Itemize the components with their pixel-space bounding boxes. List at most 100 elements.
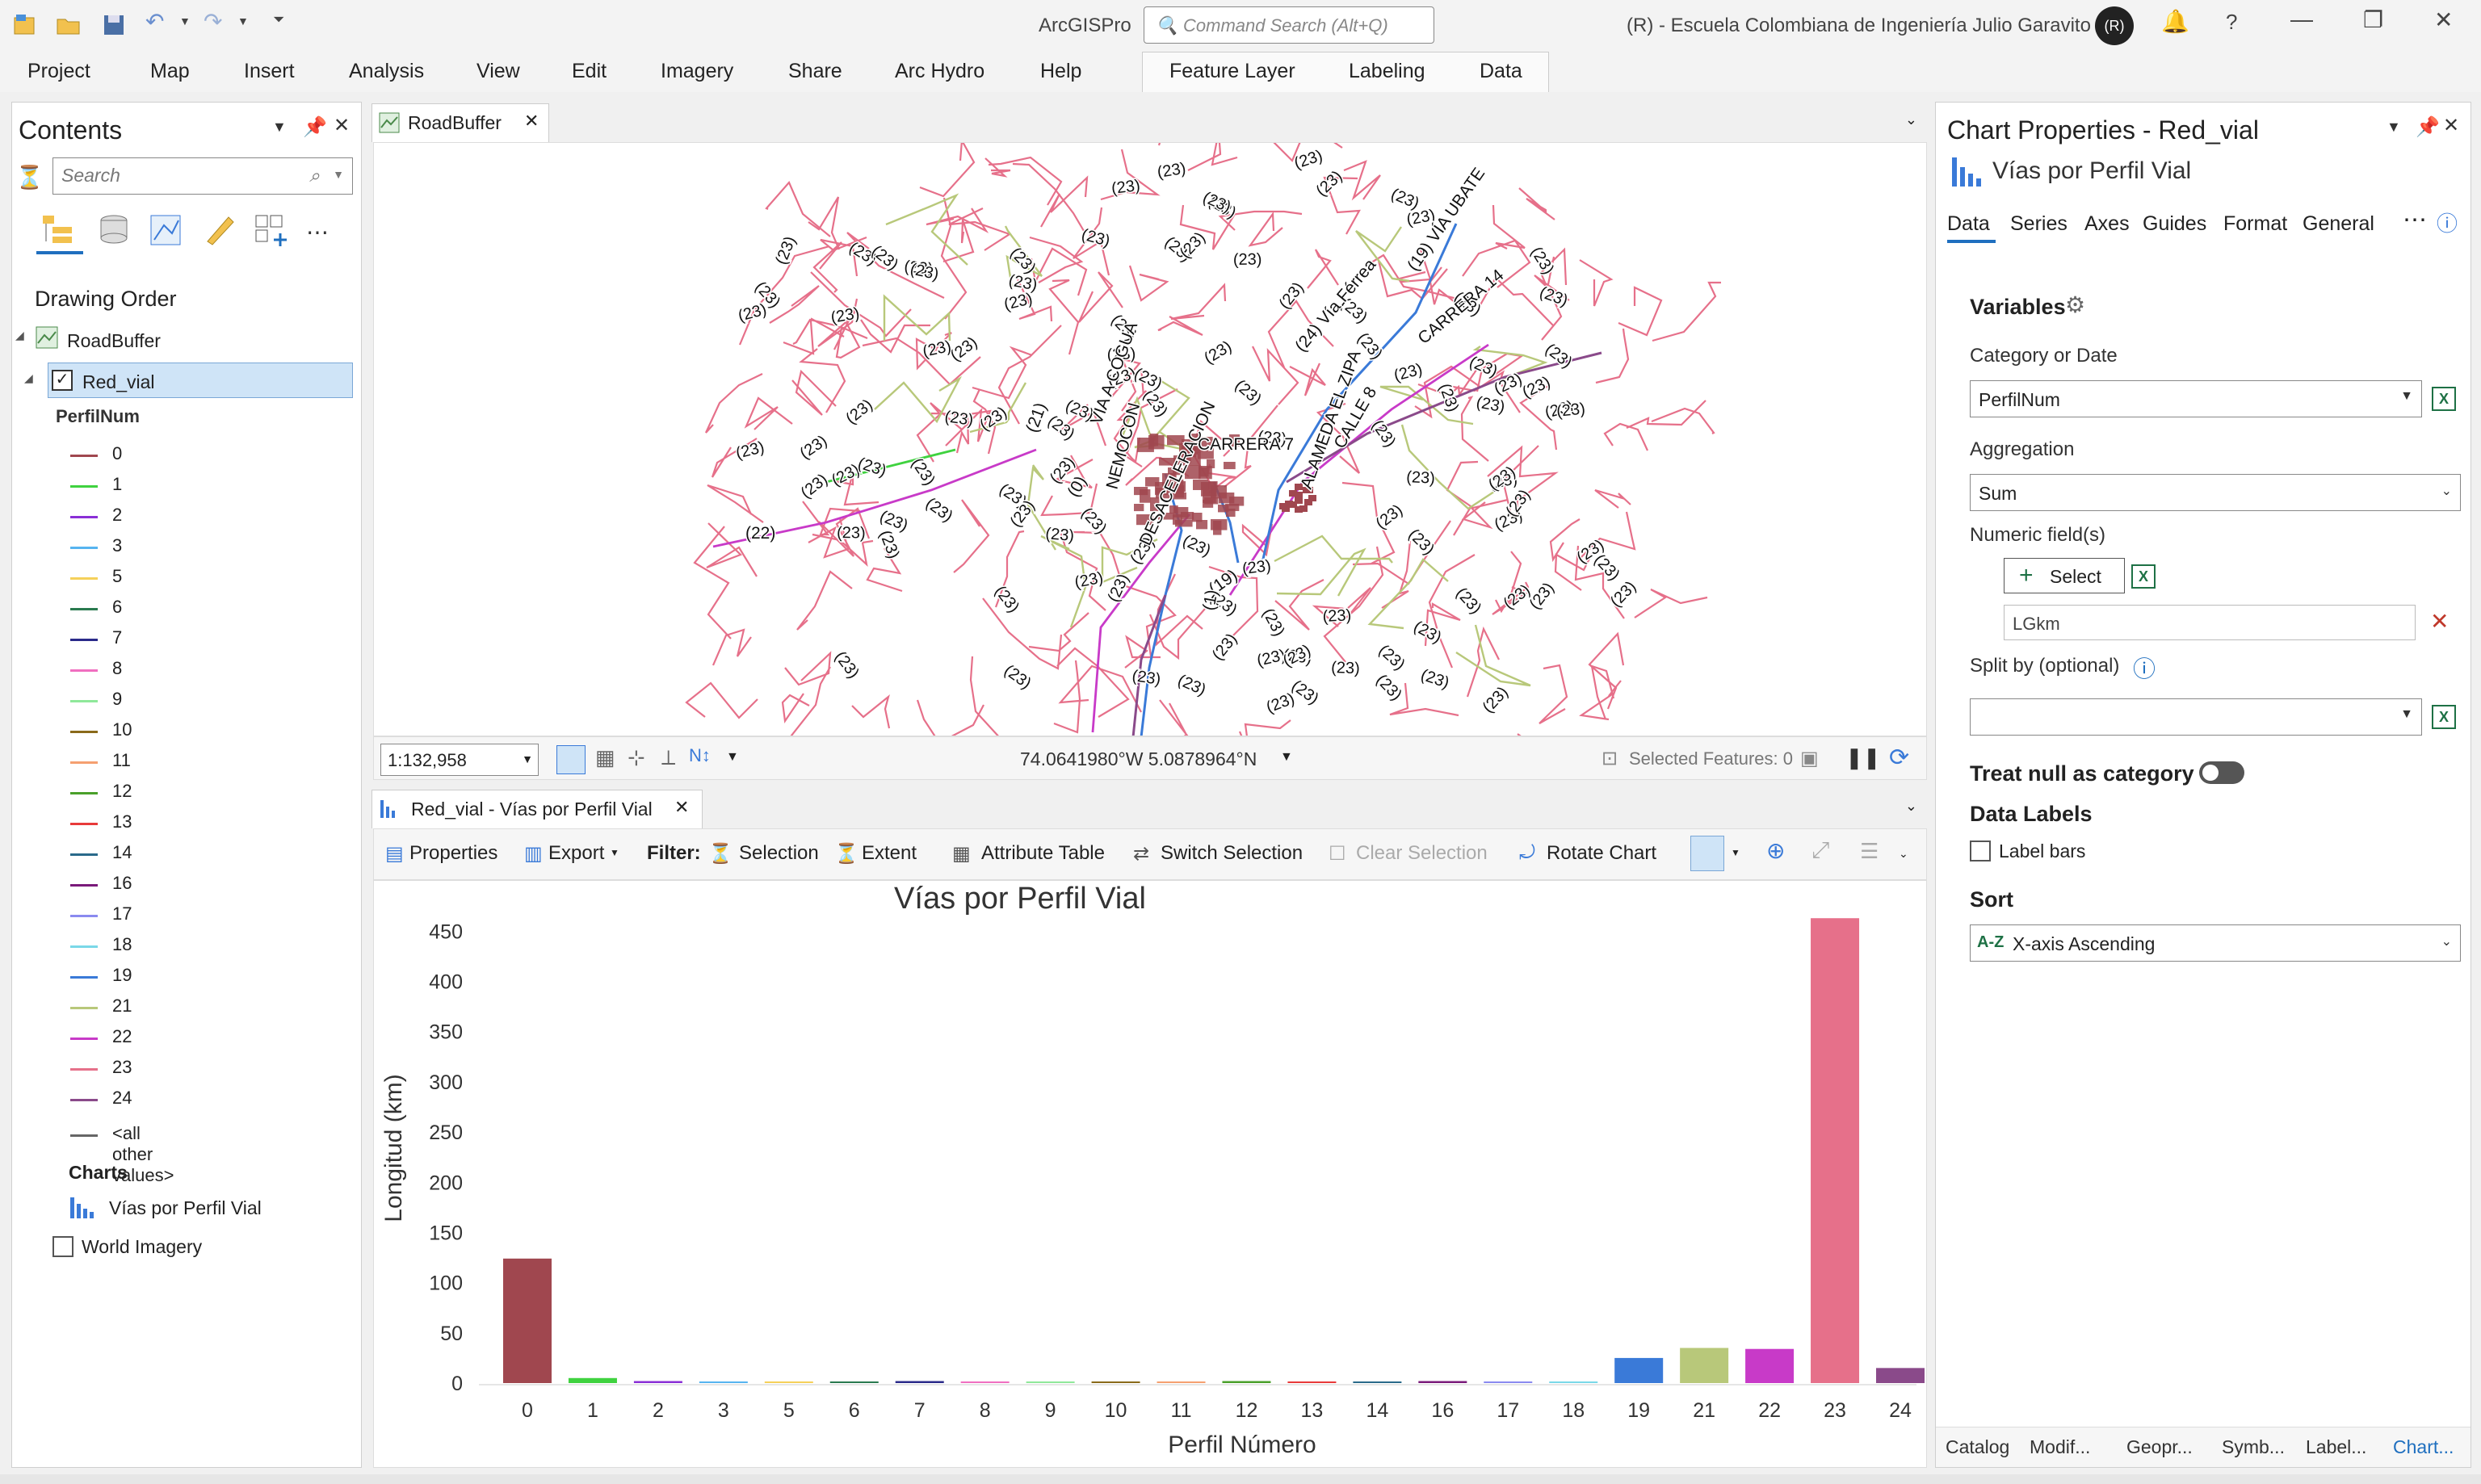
bar-11[interactable]: [1157, 1381, 1206, 1383]
tab-feature-layer[interactable]: Feature Layer: [1169, 60, 1295, 82]
list-by-drawing-order-icon[interactable]: [40, 212, 78, 248]
export-button[interactable]: Export: [548, 842, 605, 864]
category-select[interactable]: PerfilNum ▼: [1970, 380, 2422, 417]
bar-21[interactable]: [1680, 1348, 1729, 1383]
customize-qat-icon[interactable]: ⏷: [273, 11, 285, 27]
bar-8[interactable]: [960, 1381, 1010, 1383]
bar-14[interactable]: [1353, 1381, 1402, 1383]
excel-field-icon[interactable]: X: [2131, 564, 2156, 589]
filter-extent-button[interactable]: Extent: [862, 842, 917, 864]
coordinate-format-dropdown[interactable]: ▼: [1280, 750, 1293, 764]
remove-field-icon[interactable]: ✕: [2430, 609, 2450, 634]
redo-icon[interactable]: ↷: [204, 9, 223, 34]
open-project-icon[interactable]: [55, 11, 82, 39]
bar-19[interactable]: [1614, 1357, 1664, 1383]
pin-icon[interactable]: 📌: [2416, 116, 2440, 138]
collapse-map-icon[interactable]: ◢: [15, 329, 24, 342]
tab-data[interactable]: Data: [1480, 60, 1522, 82]
help-icon[interactable]: ⓘ: [2437, 212, 2458, 236]
rotation-icon[interactable]: ⟂: [661, 745, 676, 769]
tab-format[interactable]: Format: [2223, 212, 2288, 235]
tab-project[interactable]: Project: [27, 60, 90, 82]
tab-symbology[interactable]: Symb...: [2222, 1436, 2285, 1457]
tab-labeling[interactable]: Label...: [2306, 1436, 2367, 1457]
tab-axes[interactable]: Axes: [2084, 212, 2130, 235]
avatar[interactable]: (R): [2095, 6, 2134, 45]
list-by-labeling-icon[interactable]: [201, 212, 237, 248]
notifications-icon[interactable]: 🔔: [2161, 9, 2189, 34]
command-search-input[interactable]: 🔍 Command Search (Alt+Q): [1144, 6, 1434, 44]
more-options-icon[interactable]: ⋯: [306, 220, 329, 245]
bar-12[interactable]: [1222, 1381, 1271, 1383]
bar-7[interactable]: [895, 1381, 944, 1383]
gear-icon[interactable]: ⚙: [2065, 292, 2086, 317]
more-tabs-icon[interactable]: ⋯: [2403, 207, 2427, 233]
search-options-icon[interactable]: ▼: [333, 168, 344, 181]
basemap-visibility-checkbox[interactable]: [52, 1236, 73, 1257]
select-tool-icon[interactable]: [1690, 836, 1724, 871]
switch-selection-button[interactable]: Switch Selection: [1161, 842, 1303, 864]
bar-24[interactable]: [1876, 1368, 1925, 1383]
tab-chart[interactable]: Red_vial - Vías por Perfil Vial ✕: [372, 790, 703, 828]
map-name[interactable]: RoadBuffer: [67, 330, 161, 351]
layer-visibility-checkbox[interactable]: ✓: [52, 370, 73, 391]
aggregation-select[interactable]: Sum ⌄: [1970, 474, 2461, 511]
treat-null-toggle[interactable]: [2199, 761, 2244, 784]
bar-5[interactable]: [764, 1381, 813, 1383]
tab-overflow-icon[interactable]: ⌄: [1904, 111, 1917, 128]
tab-data[interactable]: Data: [1947, 212, 1990, 235]
tab-overflow-icon[interactable]: ⌄: [1904, 798, 1917, 814]
tab-geoprocessing[interactable]: Geopr...: [2126, 1436, 2193, 1457]
full-extent-icon[interactable]: ⤢: [1811, 837, 1830, 862]
tab-series[interactable]: Series: [2010, 212, 2068, 235]
layer-row-red-vial[interactable]: ◢ ✓ Red_vial: [24, 363, 353, 398]
tab-roadbuffer[interactable]: RoadBuffer ✕: [372, 103, 549, 142]
bar-2[interactable]: [633, 1381, 682, 1383]
restore-icon[interactable]: ❐: [2363, 7, 2384, 32]
bar-22[interactable]: [1745, 1348, 1795, 1383]
bar-9[interactable]: [1026, 1381, 1075, 1383]
layer-name[interactable]: Red_vial: [82, 371, 155, 392]
bar-16[interactable]: [1418, 1381, 1467, 1383]
table-toggle-icon[interactable]: ▣: [1800, 748, 1819, 769]
bar-10[interactable]: [1091, 1381, 1140, 1383]
sort-select[interactable]: A-Z X-axis Ascending ⌄: [1970, 924, 2461, 962]
tab-guides[interactable]: Guides: [2143, 212, 2207, 235]
grid-icon[interactable]: ▦: [595, 745, 615, 769]
organization-name[interactable]: (R) - Escuela Colombiana de Ingeniería J…: [1627, 15, 2091, 36]
tab-imagery[interactable]: Imagery: [661, 60, 734, 82]
tab-help[interactable]: Help: [1040, 60, 1082, 82]
basemap-name[interactable]: World Imagery: [82, 1236, 203, 1257]
map-view[interactable]: (23) (23) (23) (23) (23) (23) (23) (23) (23) (23)…: [373, 142, 1927, 736]
bar-0[interactable]: [503, 1258, 552, 1383]
tab-analysis[interactable]: Analysis: [349, 60, 425, 82]
map-scale-select[interactable]: 1:132,958 ▼: [380, 744, 539, 776]
bar-18[interactable]: [1549, 1381, 1598, 1383]
excel-field-icon[interactable]: X: [2432, 387, 2456, 411]
pin-icon[interactable]: 📌: [303, 116, 327, 138]
tab-labeling[interactable]: Labeling: [1349, 60, 1425, 82]
tab-chart-properties[interactable]: Chart...: [2393, 1436, 2454, 1457]
tab-edit[interactable]: Edit: [572, 60, 607, 82]
tab-arc-hydro[interactable]: Arc Hydro: [895, 60, 985, 82]
select-tool-dropdown-icon[interactable]: ▼: [1731, 847, 1740, 858]
pane-options-icon[interactable]: ▼: [2387, 119, 2401, 135]
close-window-icon[interactable]: ✕: [2434, 7, 2454, 32]
bar-13[interactable]: [1287, 1381, 1337, 1383]
contents-search-input[interactable]: Search ⌕ ▼: [52, 157, 353, 195]
fixed-scale-icon[interactable]: [556, 745, 586, 774]
save-project-icon[interactable]: [100, 11, 128, 39]
tab-view[interactable]: View: [476, 60, 520, 82]
list-by-source-icon[interactable]: [96, 212, 132, 248]
numeric-field-item[interactable]: LGkm: [2004, 605, 2416, 640]
collapse-layer-icon[interactable]: ◢: [24, 371, 33, 384]
help-icon[interactable]: ?: [2226, 10, 2238, 34]
tab-share[interactable]: Share: [788, 60, 842, 82]
chevron-down-icon[interactable]: ▼: [726, 750, 739, 764]
bar-3[interactable]: [699, 1381, 748, 1383]
tab-map[interactable]: Map: [150, 60, 190, 82]
filter-selection-button[interactable]: Selection: [739, 842, 819, 864]
close-pane-icon[interactable]: ✕: [2443, 115, 2460, 136]
bar-17[interactable]: [1484, 1381, 1533, 1383]
undo-dropdown-icon[interactable]: ▼: [179, 15, 191, 27]
